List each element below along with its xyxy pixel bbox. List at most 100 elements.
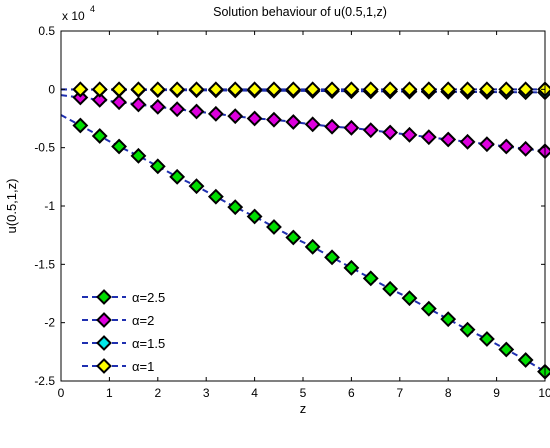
series-4 [61,81,550,98]
data-point [324,81,340,98]
y-tick-label: -2.5 [34,374,55,388]
data-point [343,81,360,98]
data-point [285,114,302,130]
x-tick-label: 3 [203,386,210,400]
data-point [285,229,302,246]
data-point [382,280,399,297]
x-tick-label: 1 [106,386,113,400]
data-point [91,128,108,144]
legend-marker [96,289,112,305]
data-point [343,259,360,276]
data-point [362,270,379,287]
data-point [207,188,224,205]
data-point [130,81,147,98]
y-multiplier-label: x 10 [62,9,85,23]
legend-marker [96,335,112,351]
legend-item: α=1.5 [82,335,165,351]
data-point [304,81,321,98]
x-tick-label: 8 [445,386,452,400]
data-point [420,300,437,317]
legend: α=2.5 α=2 α=1.5 α=1 [82,289,165,374]
legend-item: α=2 [82,312,154,328]
legend-label: α=1.5 [132,336,165,351]
data-point [479,136,495,153]
chart-title: Solution behaviour of u(0.5,1,z) [213,5,387,19]
data-point [227,108,244,125]
data-point [440,131,457,148]
data-point [149,158,166,175]
x-tick-label: 4 [251,386,258,400]
data-point [246,81,263,98]
data-point [459,81,476,98]
x-tick-label: 10 [538,386,550,400]
data-point [149,98,166,115]
data-point [420,129,437,146]
data-point [285,81,302,98]
data-point [362,122,379,139]
axis-ticks: 0 1 2 3 4 5 6 7 8 9 10 -2.5 -2 -1.5 -1 -0.5 0 0.5 [34,24,550,400]
y-multiplier-exponent: 4 [90,4,95,14]
y-tick-label: 0 [48,82,55,96]
data-point [246,208,263,225]
data-point [266,219,282,235]
data-point [440,81,457,98]
data-point [91,91,108,108]
y-tick-label: -1 [44,199,55,213]
data-point [188,81,205,98]
data-point [479,331,495,347]
data-point [91,81,108,98]
data-point [498,81,515,98]
legend-label: α=2 [132,313,154,328]
y-axis-label: u(0.5,1,z) [4,179,19,234]
data-point [401,126,418,143]
data-point [459,321,476,338]
legend-label: α=1 [132,359,154,374]
data-point [459,133,476,150]
x-axis-label: z [300,401,307,416]
data-point [130,96,147,113]
data-point [169,168,186,185]
data-point [401,81,418,98]
data-point [169,81,186,98]
data-point [111,81,127,98]
data-point [362,81,379,98]
y-tick-label: -1.5 [34,257,55,271]
data-point [304,238,321,255]
data-point [440,311,457,328]
data-point [188,103,205,120]
data-point [111,138,127,155]
data-point [382,81,399,98]
y-tick-label: -2 [44,316,55,330]
data-point [324,118,340,135]
legend-item: α=2.5 [82,289,165,305]
data-point [72,89,89,106]
data-point [72,117,89,134]
x-tick-label: 5 [300,386,307,400]
x-tick-label: 9 [493,386,500,400]
data-point [517,140,534,157]
data-point [227,199,244,216]
y-tick-label: 0.5 [38,24,55,38]
data-point [401,290,418,307]
data-point [207,105,224,122]
data-point [517,81,534,98]
data-point [304,116,321,133]
data-point [498,138,515,155]
data-point [266,111,282,128]
data-point [207,81,224,98]
data-point [188,178,205,195]
data-point [266,81,282,98]
data-point [227,81,244,98]
data-point [479,81,495,98]
series-1 [60,114,550,380]
data-point [382,124,399,141]
x-tick-label: 2 [154,386,161,400]
data-point [324,249,340,266]
legend-marker [96,358,112,374]
data-point [111,94,127,111]
data-point [343,119,360,136]
data-point [169,101,186,118]
data-point [149,81,166,98]
plot-area [60,81,550,380]
